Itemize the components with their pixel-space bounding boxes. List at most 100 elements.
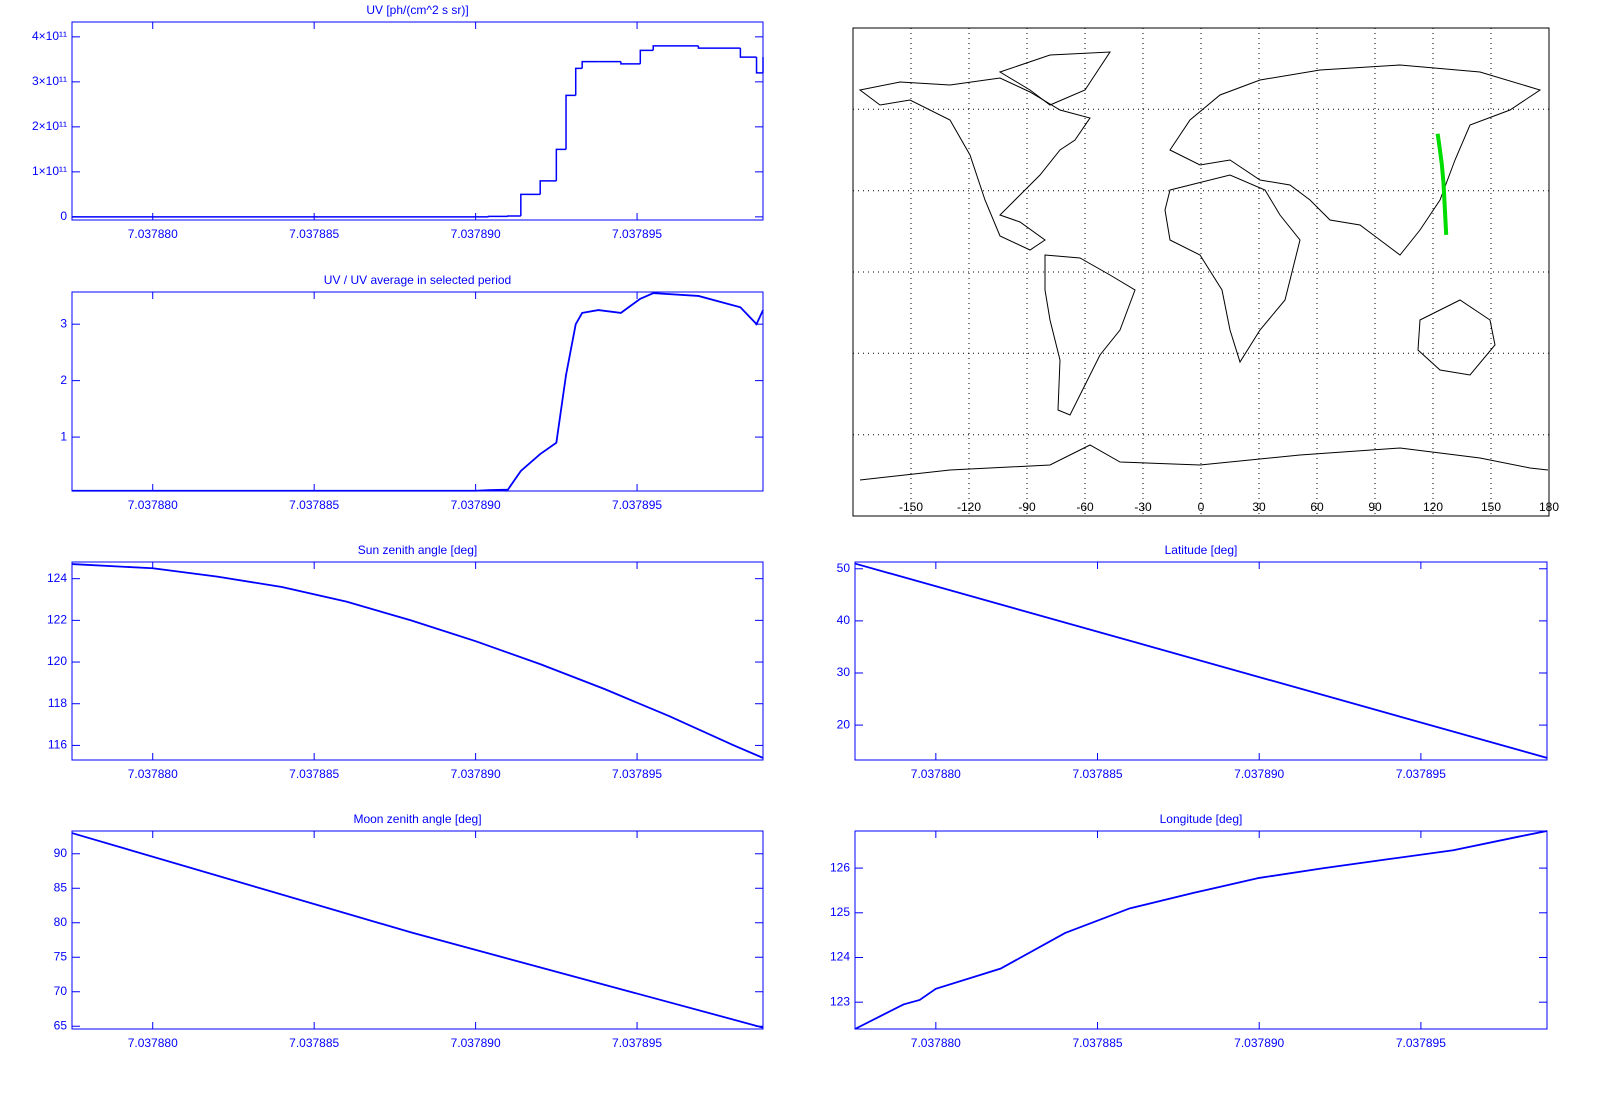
x-tick-label: 120	[1423, 500, 1443, 514]
x-tick-label: 7.037890	[451, 1036, 501, 1050]
y-tick-label: 120	[47, 654, 67, 668]
satellite-track	[1435, 133, 1449, 235]
data-line	[71, 563, 764, 759]
y-tick-label: 122	[47, 613, 67, 627]
x-tick-label: 7.037880	[128, 498, 178, 512]
chart-title: Sun zenith angle [deg]	[358, 543, 477, 557]
x-tick-label: 7.037890	[1234, 1036, 1284, 1050]
coast-antarctica	[859, 444, 1549, 481]
plot-frame	[71, 830, 764, 1030]
coast-africa	[1164, 174, 1301, 364]
coast-eurasia	[1169, 64, 1542, 256]
data-line	[72, 292, 764, 492]
chart-title: UV [ph/(cm^2 s sr)]	[366, 3, 468, 17]
plot-frame	[71, 21, 764, 221]
y-tick-label: 70	[54, 984, 68, 998]
x-tick-label: 7.037895	[612, 498, 662, 512]
x-tick-label: 7.037885	[1072, 767, 1122, 781]
x-tick-label: 7.037885	[1072, 1036, 1122, 1050]
y-tick-label: 123	[830, 994, 850, 1008]
data-line	[854, 562, 1548, 759]
y-tick-label: 40	[837, 613, 851, 627]
uv-step	[565, 94, 576, 150]
y-tick-label: 2×10¹¹	[32, 119, 67, 133]
y-tick-label: 80	[54, 915, 68, 929]
y-tick-label: 75	[54, 949, 68, 963]
x-tick-label: 90	[1368, 500, 1382, 514]
data-line	[854, 830, 1548, 1030]
y-tick-label: 20	[837, 717, 851, 731]
x-tick-label: 7.037890	[451, 498, 501, 512]
chart-title: Longitude [deg]	[1160, 812, 1243, 826]
x-tick-label: 150	[1481, 500, 1501, 514]
y-tick-label: 124	[830, 950, 850, 964]
uv-step	[539, 180, 557, 195]
uv-step	[652, 45, 699, 51]
x-tick-label: 7.037885	[289, 1036, 339, 1050]
coast-australia	[1417, 299, 1496, 376]
plot-frame	[854, 561, 1548, 761]
x-tick-label: 7.037880	[128, 767, 178, 781]
x-tick-label: 7.037890	[1234, 767, 1284, 781]
x-tick-label: 7.037890	[451, 227, 501, 241]
x-tick-label: -60	[1076, 500, 1094, 514]
x-tick-label: 7.037880	[911, 767, 961, 781]
x-tick-label: 7.037895	[1396, 767, 1446, 781]
uv-step	[620, 61, 641, 65]
uv-step	[697, 45, 741, 49]
x-tick-label: -120	[957, 500, 981, 514]
x-tick-label: 7.037880	[128, 227, 178, 241]
y-tick-label: 90	[54, 846, 68, 860]
y-tick-label: 1	[60, 429, 67, 443]
uv-step	[581, 60, 599, 69]
map-coastlines	[853, 51, 1549, 481]
y-tick-label: 4×10¹¹	[32, 29, 67, 43]
x-tick-label: 7.037890	[451, 767, 501, 781]
y-tick-label: 2	[60, 373, 67, 387]
y-tick-label: 116	[48, 738, 67, 752]
y-tick-label: 1×10¹¹	[32, 164, 67, 178]
uv-step	[739, 48, 757, 58]
y-tick-label: 30	[837, 665, 851, 679]
plot-frame	[854, 830, 1548, 1030]
x-tick-label: 7.037895	[612, 1036, 662, 1050]
plot-frame	[71, 291, 764, 492]
x-tick-label: 7.037885	[289, 767, 339, 781]
x-tick-label: 7.037885	[289, 498, 339, 512]
uv-step	[520, 193, 541, 216]
x-tick-label: 7.037895	[1396, 1036, 1446, 1050]
y-tick-label: 118	[48, 696, 67, 710]
chart-title: UV / UV average in selected period	[324, 273, 511, 287]
x-tick-label: -150	[899, 500, 923, 514]
x-tick-label: 7.037885	[289, 227, 339, 241]
plot-frame	[71, 561, 764, 761]
y-tick-label: 124	[47, 571, 67, 585]
chart-title: Moon zenith angle [deg]	[353, 812, 481, 826]
coast-north-america	[858, 77, 1091, 251]
uv-step	[574, 67, 583, 96]
y-tick-label: 3×10¹¹	[32, 74, 67, 88]
y-tick-label: 0	[60, 209, 67, 223]
map-frame	[852, 27, 1550, 517]
x-tick-label: -30	[1134, 500, 1152, 514]
y-tick-label: 85	[54, 880, 68, 894]
chart-title: Latitude [deg]	[1165, 543, 1238, 557]
x-tick-label: 7.037895	[612, 767, 662, 781]
x-tick-label: 7.037895	[612, 227, 662, 241]
x-tick-label: 0	[1198, 500, 1205, 514]
data-line	[71, 832, 764, 1029]
x-tick-label: 7.037880	[128, 1036, 178, 1050]
x-tick-label: 30	[1252, 500, 1266, 514]
x-tick-label: -90	[1018, 500, 1036, 514]
x-tick-label: 60	[1310, 500, 1324, 514]
uv-step	[755, 57, 763, 74]
uv-step	[555, 148, 567, 181]
y-tick-label: 3	[60, 316, 67, 330]
y-tick-label: 65	[54, 1018, 68, 1032]
x-tick-label: 180	[1539, 500, 1559, 514]
uv-step	[639, 49, 654, 64]
y-tick-label: 50	[837, 561, 851, 575]
y-tick-label: 126	[830, 860, 850, 874]
